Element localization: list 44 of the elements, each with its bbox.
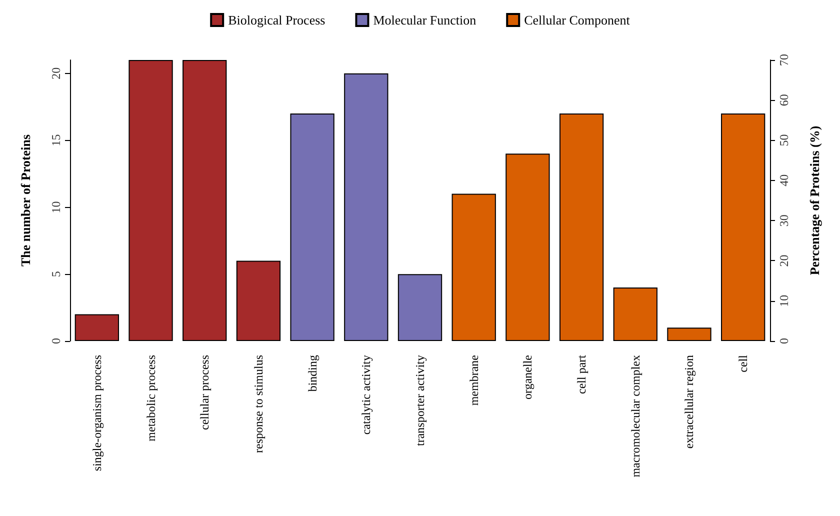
x-tick-label: cellular process <box>198 354 212 430</box>
y2-tick-label: 30 <box>777 214 791 227</box>
bar <box>344 73 388 341</box>
bar <box>667 328 712 341</box>
y-tick-label: 0 <box>49 338 63 344</box>
bar <box>613 287 658 341</box>
bar <box>182 60 227 341</box>
y-tick-label: 5 <box>49 271 63 278</box>
x-tick-label: catalytic activity <box>359 355 374 435</box>
x-tick-label: organelle <box>520 355 535 400</box>
legend-label: Cellular Component <box>524 12 630 28</box>
x-tick-label: membrane <box>466 355 481 406</box>
bar <box>290 114 334 341</box>
x-tick-label: metabolic process <box>144 354 158 442</box>
x-tick-label: macromolecular complex <box>628 355 642 478</box>
x-tick-label: cell <box>736 354 750 372</box>
legend-label: Biological Process <box>228 12 326 28</box>
y2-axis-title: Percentage of Proteins (%) <box>807 126 822 276</box>
x-tick-label: binding <box>305 355 320 392</box>
y2-tick-label: 10 <box>777 294 791 307</box>
bar <box>452 194 496 341</box>
y2-tick-label: 20 <box>777 254 791 267</box>
x-tick-label: cell part <box>574 354 589 394</box>
x-tick-label: transporter activity <box>413 355 427 446</box>
bar <box>398 274 442 341</box>
bar <box>559 114 604 341</box>
bar <box>128 60 173 341</box>
y2-tick-label: 0 <box>777 338 791 344</box>
y-tick-label: 10 <box>49 201 63 214</box>
bar <box>506 154 550 341</box>
legend-label: Molecular Function <box>373 12 477 28</box>
x-tick-label: response to stimulus <box>251 354 266 453</box>
y-tick-label: 15 <box>49 134 63 146</box>
y2-tick-label: 70 <box>777 54 791 66</box>
y-axis-title: The number of Proteins <box>18 134 33 267</box>
bar <box>721 114 766 341</box>
y-tick-label: 20 <box>49 67 63 80</box>
bar <box>74 314 119 341</box>
x-tick-label: single-organism process <box>90 354 104 472</box>
y2-tick-label: 60 <box>777 94 791 106</box>
bar <box>236 260 281 341</box>
x-tick-label: extracellular region <box>682 355 696 449</box>
y2-tick-label: 40 <box>777 174 791 186</box>
y2-tick-label: 50 <box>777 134 791 146</box>
